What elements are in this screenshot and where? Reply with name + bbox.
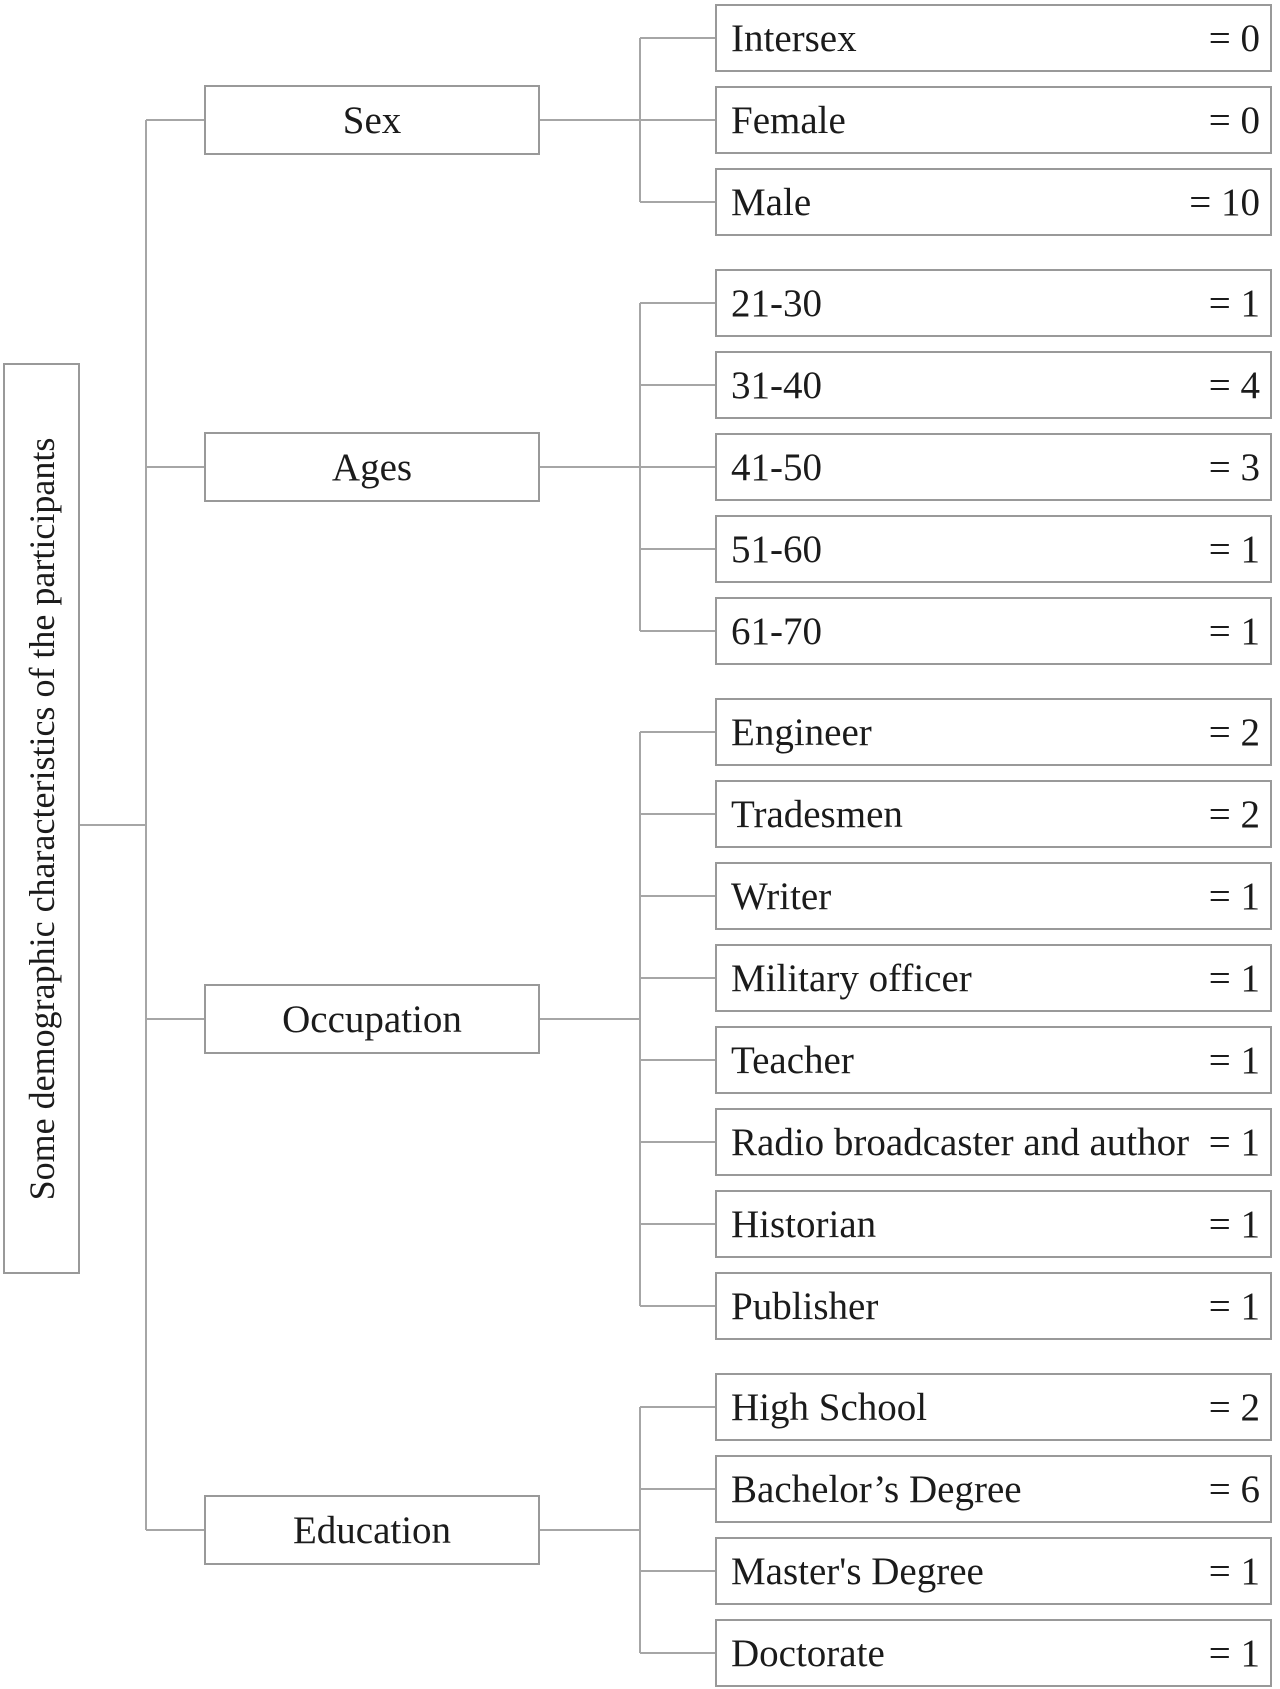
leaf-box-high-school: High School = 2	[715, 1373, 1272, 1441]
leaf-value: = 3	[1208, 445, 1260, 489]
leaf-box-female: Female = 0	[715, 86, 1272, 154]
leaf-label: 61-70	[731, 609, 822, 653]
leaf-box-male: Male = 10	[715, 168, 1272, 236]
leaf-label: Teacher	[731, 1038, 854, 1082]
leaf-value: = 1	[1208, 609, 1260, 653]
leaf-label: Engineer	[731, 710, 872, 754]
leaf-label: Tradesmen	[731, 792, 903, 836]
leaf-value: = 6	[1208, 1467, 1260, 1511]
leaf-value: = 1	[1208, 1038, 1260, 1082]
category-box-ages: Ages	[204, 432, 540, 502]
leaf-value: = 1	[1208, 1549, 1260, 1593]
leaf-label: Master's Degree	[731, 1549, 984, 1593]
leaf-label: Bachelor’s Degree	[731, 1467, 1022, 1511]
category-label: Occupation	[282, 997, 462, 1041]
category-label: Sex	[342, 98, 402, 142]
leaf-value: = 1	[1208, 1202, 1260, 1246]
leaf-label: 21-30	[731, 281, 822, 325]
leaf-box-bachelor-s-degree: Bachelor’s Degree = 6	[715, 1455, 1272, 1523]
leaf-label: Intersex	[731, 16, 857, 60]
leaf-label: 51-60	[731, 527, 822, 571]
leaf-box-master-s-degree: Master's Degree = 1	[715, 1537, 1272, 1605]
leaf-box-historian: Historian = 1	[715, 1190, 1272, 1258]
leaf-box-teacher: Teacher = 1	[715, 1026, 1272, 1094]
leaf-box-51-60: 51-60 = 1	[715, 515, 1272, 583]
leaf-label: Male	[731, 180, 812, 224]
leaf-label: High School	[731, 1385, 928, 1429]
leaf-label: Radio broadcaster and author	[731, 1120, 1190, 1164]
leaf-box-31-40: 31-40 = 4	[715, 351, 1272, 419]
leaf-value: = 1	[1208, 874, 1260, 918]
category-box-education: Education	[204, 1495, 540, 1565]
leaf-value: = 1	[1208, 1120, 1260, 1164]
leaf-box-radio-broadcaster-and-author: Radio broadcaster and author = 1	[715, 1108, 1272, 1176]
leaf-label: 31-40	[731, 363, 822, 407]
leaf-box-41-50: 41-50 = 3	[715, 433, 1272, 501]
leaf-value: = 2	[1208, 792, 1260, 836]
leaf-box-tradesmen: Tradesmen = 2	[715, 780, 1272, 848]
leaf-box-21-30: 21-30 = 1	[715, 269, 1272, 337]
category-box-sex: Sex	[204, 85, 540, 155]
leaf-label: Historian	[731, 1202, 877, 1246]
root-box: Some demographic characteristics of the …	[3, 363, 80, 1274]
leaf-label: Writer	[731, 874, 832, 918]
leaf-value: = 10	[1189, 180, 1260, 224]
leaf-box-military-officer: Military officer = 1	[715, 944, 1272, 1012]
leaf-label: Female	[731, 98, 846, 142]
leaf-label: Doctorate	[731, 1631, 885, 1675]
connector-path	[80, 37, 715, 1654]
leaf-box-writer: Writer = 1	[715, 862, 1272, 930]
leaf-value: = 0	[1208, 98, 1260, 142]
root-label: Some demographic characteristics of the …	[21, 437, 62, 1200]
leaf-value: = 1	[1208, 281, 1260, 325]
leaf-box-61-70: 61-70 = 1	[715, 597, 1272, 665]
leaf-value: = 2	[1208, 1385, 1260, 1429]
leaf-value: = 1	[1208, 956, 1260, 1000]
category-label: Ages	[331, 445, 413, 489]
leaf-value: = 4	[1208, 363, 1260, 407]
leaf-box-doctorate: Doctorate = 1	[715, 1619, 1272, 1687]
leaf-value: = 1	[1208, 527, 1260, 571]
leaf-value: = 2	[1208, 710, 1260, 754]
leaf-label: 41-50	[731, 445, 822, 489]
leaf-value: = 1	[1208, 1631, 1260, 1675]
leaf-value: = 1	[1208, 1284, 1260, 1328]
category-label: Education	[292, 1508, 452, 1552]
category-box-occupation: Occupation	[204, 984, 540, 1054]
leaf-label: Military officer	[731, 956, 972, 1000]
leaf-value: = 0	[1208, 16, 1260, 60]
leaf-box-engineer: Engineer = 2	[715, 698, 1272, 766]
leaf-label: Publisher	[731, 1284, 879, 1328]
leaf-box-intersex: Intersex = 0	[715, 4, 1272, 72]
leaf-box-publisher: Publisher = 1	[715, 1272, 1272, 1340]
